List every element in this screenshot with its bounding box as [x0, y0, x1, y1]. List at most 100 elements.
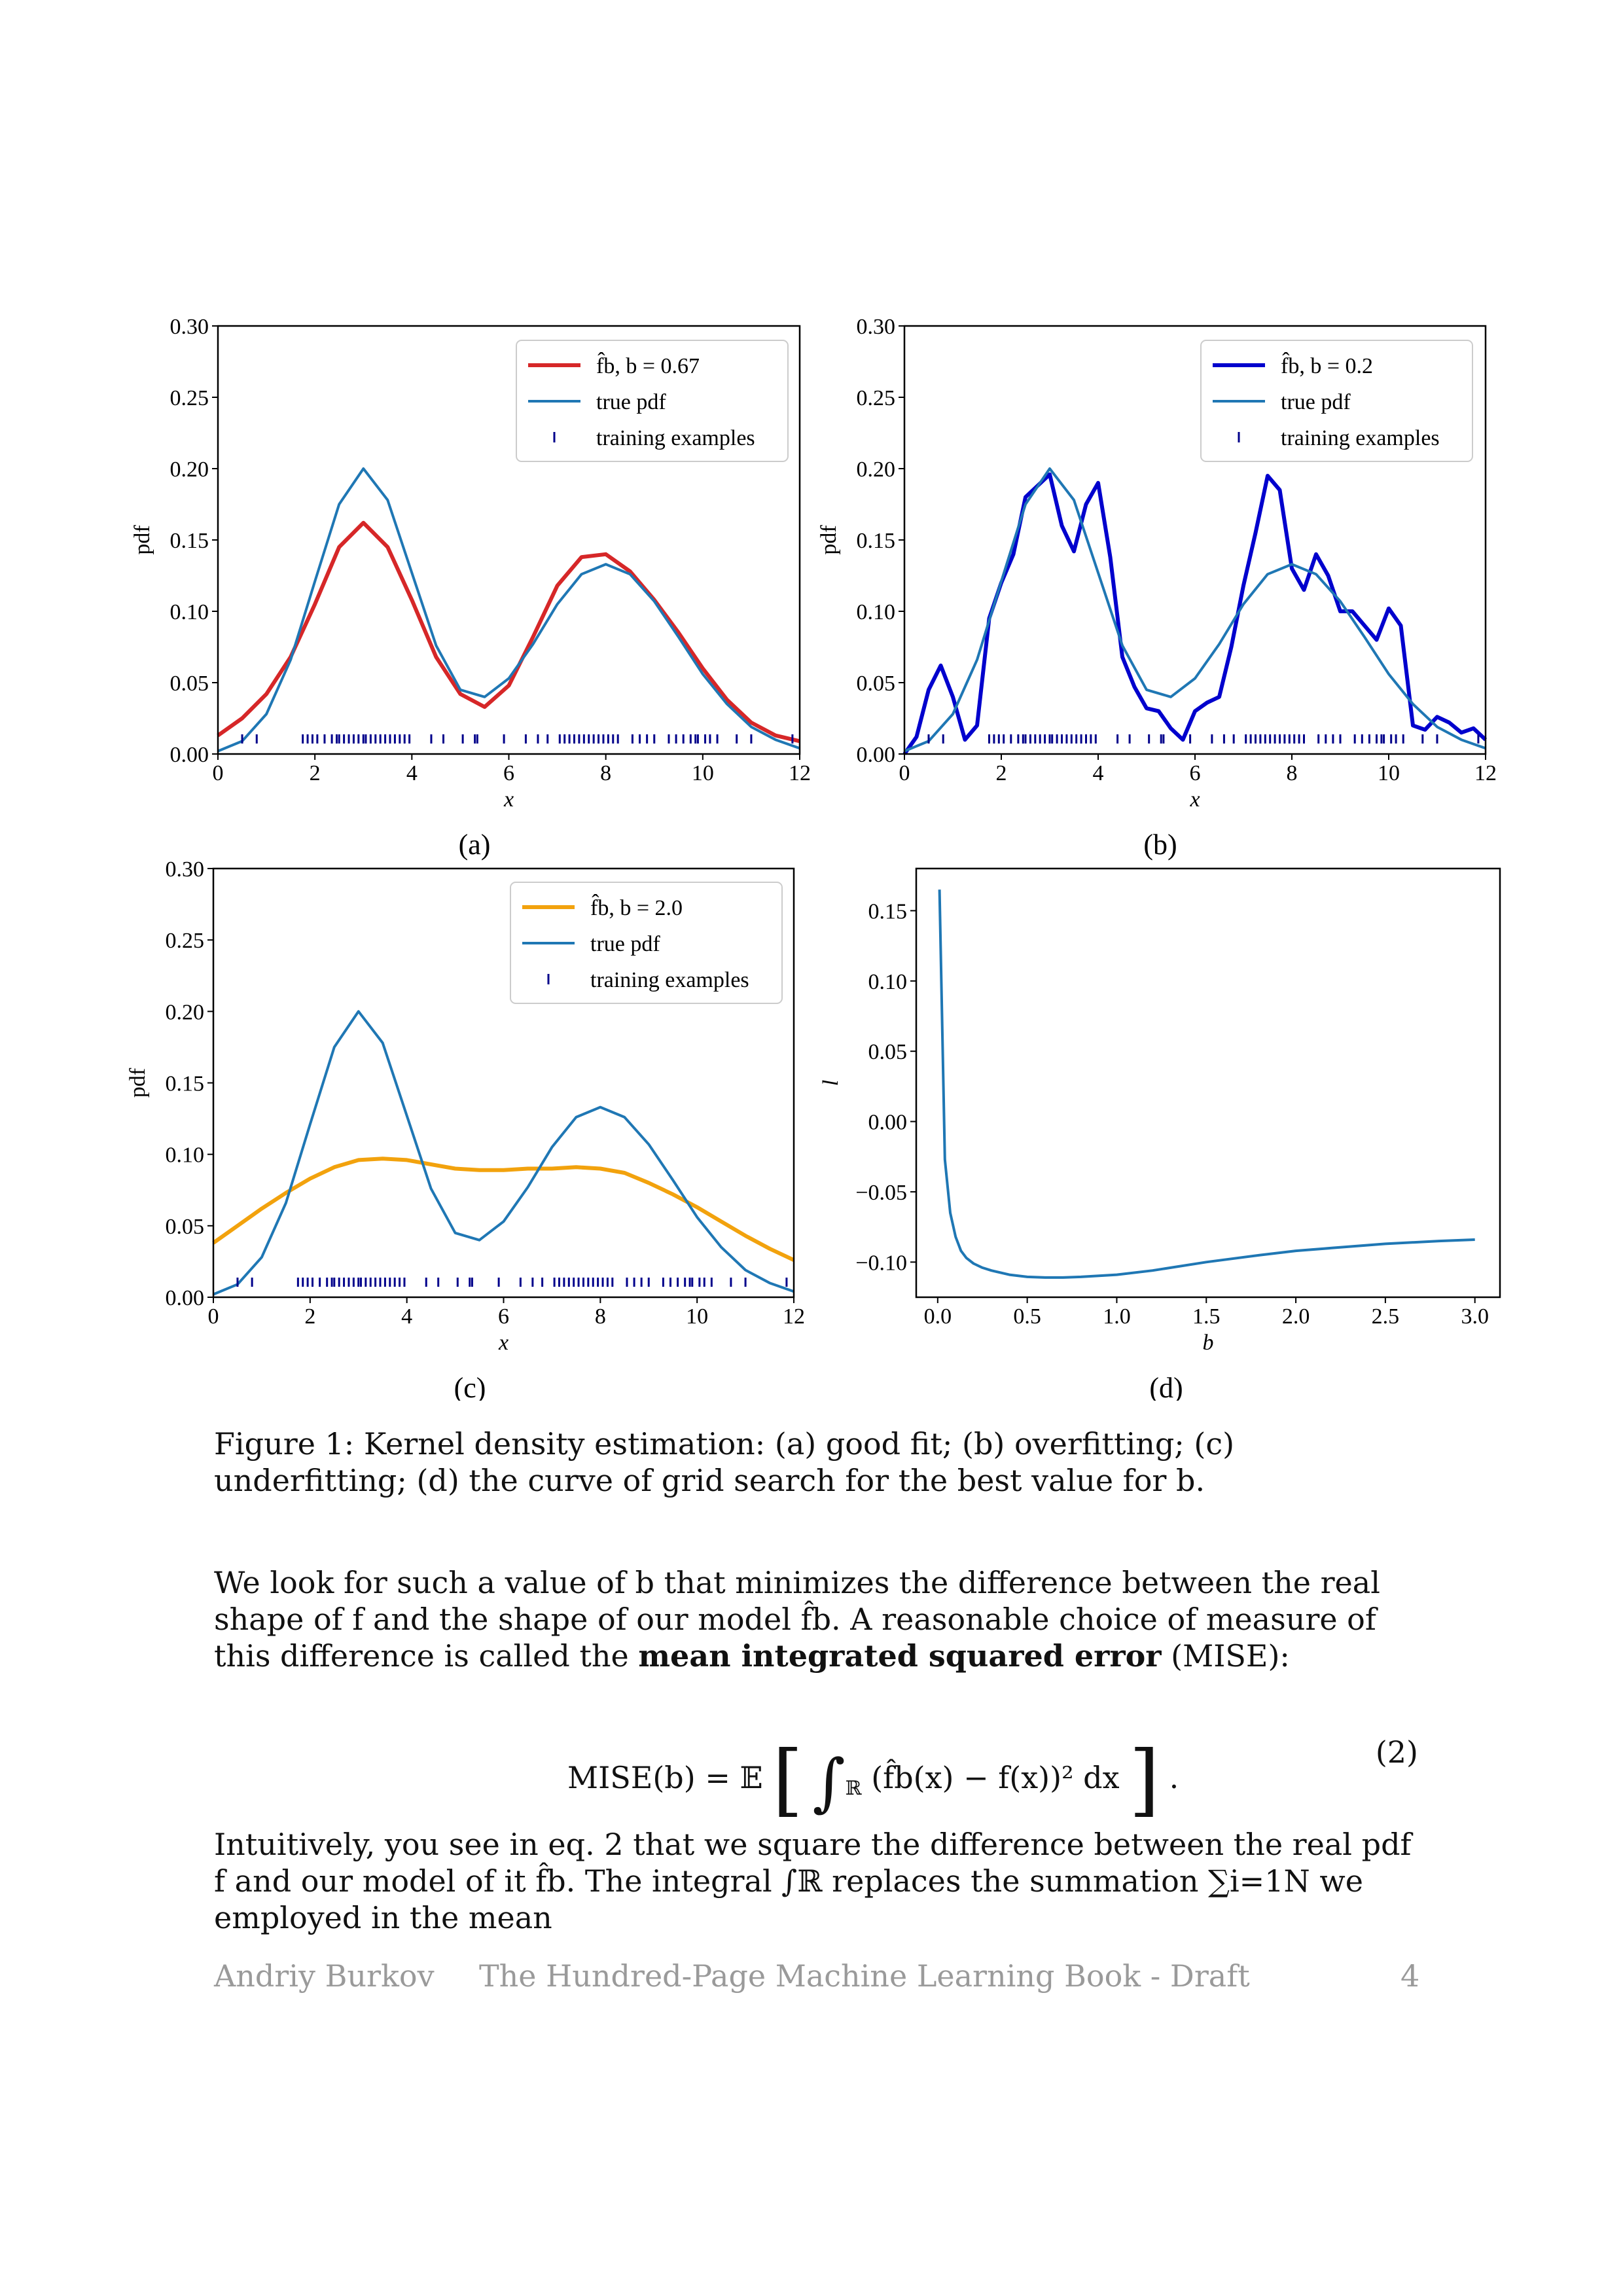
- bold-term: mean integrated squared error: [638, 1638, 1162, 1674]
- panel-label: (b): [1143, 829, 1177, 861]
- y-tick-label: 0.10: [868, 970, 908, 994]
- series-line-1: [217, 520, 800, 744]
- figure-kde: 0 2 4 6 8 10 120.000.050.100.150.200.250.30xpd…: [126, 315, 1501, 1401]
- legend-entry: true pdf: [596, 390, 666, 414]
- x-tick-label: 2: [996, 761, 1007, 785]
- x-tick-label: 2: [310, 761, 321, 785]
- caption-label: Figure 1:: [214, 1426, 355, 1462]
- legend-frame: [516, 340, 789, 462]
- y-axis-label: pdf: [817, 525, 841, 555]
- figure-caption: Figure 1: Kernel density estimation: (a)…: [214, 1426, 1418, 1499]
- x-tick-label: 12: [783, 1304, 805, 1329]
- right-bracket: ]: [1129, 1734, 1160, 1825]
- equation-mise: MISE(b) = 𝔼 [ ∫ℝ (f̂b(x) − f(x))² dx ] .…: [214, 1723, 1418, 1825]
- x-tick-label: 12: [1474, 761, 1497, 785]
- x-tick-label: 2: [304, 1304, 315, 1329]
- legend-entry: training examples: [590, 968, 749, 992]
- legend-frame: [1200, 340, 1473, 462]
- x-tick-label: 0: [899, 761, 910, 785]
- legend-entry: true pdf: [590, 932, 660, 956]
- y-axis-label: pdf: [130, 525, 154, 555]
- paragraph-text: We look for such a value of b that minim…: [214, 1565, 1380, 1674]
- y-tick-label: 0.25: [166, 929, 205, 953]
- x-tick-label: 0.5: [1013, 1304, 1041, 1329]
- x-tick-label: 6: [503, 761, 514, 785]
- y-tick-label: 0.05: [166, 1215, 205, 1239]
- legend-entry: f̂b, b = 2.0: [590, 894, 683, 920]
- x-tick-label: 8: [600, 761, 611, 785]
- y-axis-label: pdf: [126, 1067, 150, 1098]
- legend-entry: f̂b, b = 0.67: [596, 352, 700, 378]
- x-tick-label: 3.0: [1461, 1304, 1489, 1329]
- series-line-2: [217, 467, 800, 753]
- y-tick-label: 0.00: [868, 1111, 908, 1135]
- integral-domain: ℝ: [845, 1777, 862, 1801]
- chart-panel-3: 0 2 4 6 8 10 12 0.00 0.05 0.10 0.15 0.20 0.25 0.30 x pd…: [126, 857, 805, 1355]
- y-tick-label: 0.05: [857, 672, 896, 696]
- y-tick-label: 0.05: [868, 1040, 908, 1064]
- y-tick-label: 0.15: [868, 899, 908, 924]
- paragraph-mise-intro: We look for such a value of b that minim…: [214, 1564, 1418, 1674]
- series-line-1: [212, 1157, 795, 1262]
- x-tick-label: 8: [595, 1304, 606, 1329]
- x-tick-label: 10: [686, 1304, 708, 1329]
- chart-panel-4: 0.0 0.5 1.0 1.5 2.0 2.5 3.0 −0.10 −0.05 0.00 0.05 0…: [819, 867, 1501, 1355]
- series-line-2: [213, 1010, 794, 1296]
- equation-body: MISE(b) = 𝔼 [ ∫ℝ (f̂b(x) − f(x))² dx ] .: [567, 1734, 1179, 1825]
- x-tick-label: 0.0: [924, 1304, 952, 1329]
- x-tick-label: 0: [208, 1304, 219, 1329]
- paragraph-text: Intuitively, you see in eq. 2 that we sq…: [214, 1827, 1412, 1935]
- y-tick-label: 0.20: [166, 1000, 205, 1024]
- y-tick-label: 0.20: [857, 457, 896, 482]
- panel-label: (c): [454, 1372, 486, 1401]
- y-tick-label: 0.30: [857, 315, 896, 339]
- y-tick-label: 0.15: [170, 529, 209, 553]
- paragraph-intuition: Intuitively, you see in eq. 2 that we sq…: [214, 1826, 1418, 1936]
- x-tick-label: 10: [692, 761, 714, 785]
- equation-lhs: MISE(b) = 𝔼: [567, 1760, 763, 1795]
- x-tick-label: 2.0: [1282, 1304, 1310, 1329]
- chart-panel-1: 0 2 4 6 8 10 12 0.00 0.05 0.10 0.15 0.20 0.25 0.30 x pd…: [130, 315, 811, 812]
- y-tick-label: 0.00: [170, 743, 209, 767]
- y-tick-label: 0.25: [857, 386, 896, 410]
- legend: f̂b, b = 2.0 true pdf training examples: [510, 882, 783, 1004]
- x-tick-label: 2.5: [1372, 1304, 1400, 1329]
- x-axis-label: x: [498, 1331, 508, 1355]
- y-tick-label: 0.00: [166, 1286, 205, 1310]
- x-tick-label: 4: [406, 761, 418, 785]
- x-axis-label: x: [503, 787, 514, 812]
- series-line-1: [938, 889, 1475, 1279]
- y-tick-label: 0.05: [170, 672, 209, 696]
- footer-page-number: 4: [1400, 1958, 1420, 1994]
- y-tick-label: 0.10: [857, 600, 896, 624]
- legend: f̂b, b = 0.67 true pdf training examples: [516, 340, 789, 462]
- y-tick-label: −0.05: [855, 1181, 907, 1205]
- y-tick-label: 0.25: [170, 386, 209, 410]
- x-tick-label: 4: [401, 1304, 412, 1329]
- footer-book-title: The Hundred-Page Machine Learning Book -…: [479, 1958, 1250, 1994]
- y-tick-label: 0.15: [166, 1072, 205, 1096]
- x-tick-label: 10: [1378, 761, 1400, 785]
- x-tick-label: 0: [213, 761, 224, 785]
- y-tick-label: 0.10: [170, 600, 209, 624]
- x-axis-label: x: [1189, 787, 1200, 812]
- legend-entry: true pdf: [1281, 390, 1351, 414]
- y-tick-label: 0.20: [170, 457, 209, 482]
- x-tick-label: 12: [789, 761, 811, 785]
- y-tick-label: −0.10: [855, 1251, 907, 1275]
- series-line-2: [904, 467, 1486, 753]
- legend: f̂b, b = 0.2 true pdf training examples: [1200, 340, 1473, 462]
- x-tick-label: 6: [498, 1304, 509, 1329]
- y-tick-label: 0.15: [857, 529, 896, 553]
- integral-sign: ∫: [812, 1746, 846, 1819]
- y-tick-label: 0.10: [166, 1143, 205, 1168]
- x-tick-label: 6: [1190, 761, 1201, 785]
- y-tick-label: 0.30: [166, 857, 205, 882]
- legend-frame: [510, 882, 783, 1004]
- y-tick-label: 0.30: [170, 315, 209, 339]
- equation-number: (2): [1375, 1734, 1418, 1770]
- legend-entry: training examples: [1281, 426, 1440, 450]
- y-axis-label: l: [819, 1080, 843, 1086]
- x-tick-label: 1.0: [1103, 1304, 1131, 1329]
- panel-label: (a): [459, 829, 491, 861]
